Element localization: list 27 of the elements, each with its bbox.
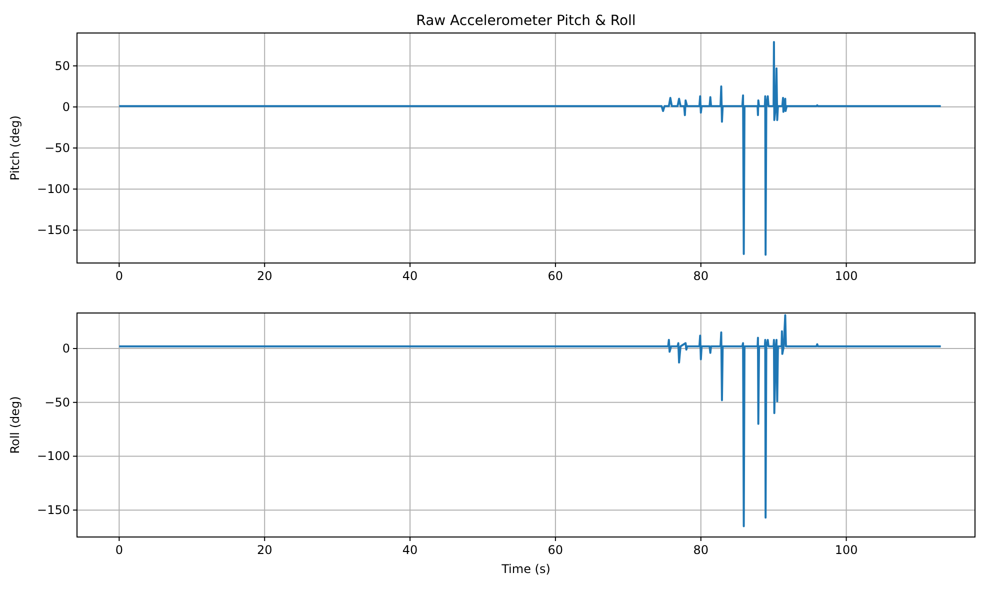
x-tick-label: 0 <box>115 269 123 283</box>
y-tick-label: −50 <box>44 141 70 155</box>
x-tick-label: 80 <box>693 543 709 557</box>
y-tick-label: −50 <box>44 395 70 410</box>
x-tick-label: 20 <box>256 543 272 557</box>
y-axis-title: Pitch (deg) <box>8 115 22 181</box>
y-tick-label: −100 <box>37 182 70 196</box>
y-tick-label: 50 <box>54 58 70 73</box>
x-tick-label: 40 <box>402 543 418 557</box>
x-tick-label: 60 <box>548 543 564 557</box>
y-tick-label: −150 <box>37 503 70 518</box>
y-tick-label: −100 <box>37 449 70 464</box>
x-tick-label: 80 <box>693 269 709 283</box>
line-series <box>118 314 942 528</box>
y-tick-label: −150 <box>37 223 70 238</box>
x-tick-label: 100 <box>834 543 858 557</box>
x-tick-label: 100 <box>834 269 858 283</box>
x-tick-label: 0 <box>115 543 123 557</box>
y-axis-title: Roll (deg) <box>8 396 22 454</box>
chart-title: Raw Accelerometer Pitch & Roll <box>416 13 636 29</box>
x-axis-title: Time (s) <box>500 562 550 576</box>
line-series <box>118 41 942 256</box>
y-tick-label: 0 <box>62 100 70 114</box>
y-tick-label: 0 <box>62 342 70 356</box>
x-tick-label: 40 <box>402 269 418 283</box>
x-tick-label: 60 <box>548 269 564 283</box>
x-tick-label: 20 <box>256 269 272 283</box>
